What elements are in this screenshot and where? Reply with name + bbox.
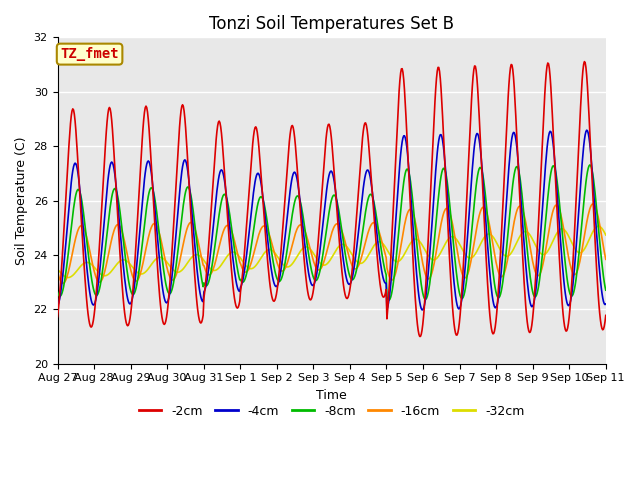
Y-axis label: Soil Temperature (C): Soil Temperature (C) <box>15 136 28 265</box>
X-axis label: Time: Time <box>316 389 347 402</box>
Title: Tonzi Soil Temperatures Set B: Tonzi Soil Temperatures Set B <box>209 15 454 33</box>
Legend: -2cm, -4cm, -8cm, -16cm, -32cm: -2cm, -4cm, -8cm, -16cm, -32cm <box>134 400 529 423</box>
Text: TZ_fmet: TZ_fmet <box>60 47 119 61</box>
